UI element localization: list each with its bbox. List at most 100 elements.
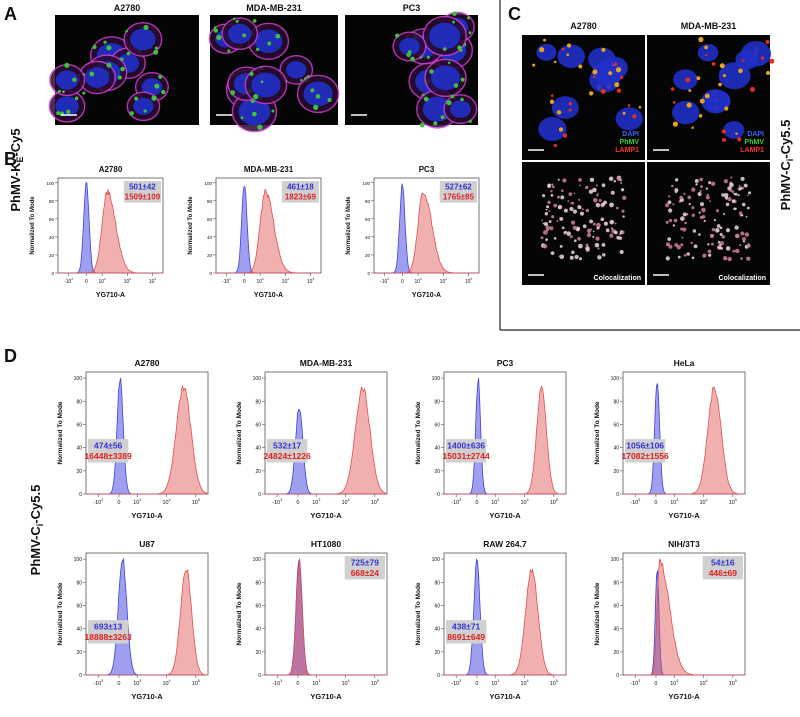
coloc-spot [600, 217, 605, 222]
nucleus [588, 47, 616, 71]
x-tick-base: 0 [654, 681, 657, 687]
coloc-spot [723, 179, 728, 184]
legend-entry: DAPI [622, 131, 639, 138]
x-tick-sup: 3 [318, 498, 320, 502]
vesicle [213, 28, 219, 33]
vesicle [467, 16, 471, 20]
y-tick-label: 100 [611, 376, 620, 382]
x-tick-label: 103 [133, 679, 141, 687]
coloc-spot [695, 183, 698, 186]
coloc-spot [706, 193, 709, 197]
coloc-spot [699, 202, 705, 207]
vesicle [704, 45, 708, 50]
coloc-spot [553, 203, 558, 208]
histogram-curve [623, 558, 745, 676]
vesicle [711, 62, 716, 66]
stats-blue: 527±62 [445, 183, 472, 192]
histogram-title: PC3 [419, 165, 435, 174]
nucleus [254, 29, 283, 54]
coloc-spot [567, 200, 570, 202]
coloc-spot [546, 205, 550, 209]
x-tick-label: 103 [312, 679, 320, 687]
x-tick-base: 0 [475, 681, 478, 687]
nucleus [141, 78, 163, 96]
x-tick-label: 104 [124, 277, 132, 285]
side-label-text: PhMV-K [8, 162, 23, 212]
x-tick-label: 104 [341, 498, 349, 506]
coloc-spot [619, 179, 622, 182]
coloc-spot [622, 195, 627, 201]
coloc-spot [697, 191, 702, 197]
coloc-spot [734, 225, 739, 230]
coloc-spot [540, 236, 544, 240]
coloc-spot [710, 242, 714, 246]
coloc-spot [585, 243, 589, 247]
x-tick-sup: 3 [229, 277, 231, 281]
vesicle [433, 121, 438, 126]
y-tick-label: 80 [613, 399, 619, 405]
vesicle [722, 74, 726, 78]
x-tick-label: 103 [491, 679, 499, 687]
coloc-spot [570, 220, 576, 225]
coloc-spot [701, 207, 706, 213]
histogram-curve [86, 568, 209, 676]
histogram-title: HT1080 [311, 539, 342, 549]
x-axis-label: YG710-A [489, 692, 521, 701]
y-tick-label: 0 [79, 673, 82, 679]
x-tick-base: -10 [93, 681, 101, 687]
x-tick-label: 105 [192, 498, 200, 506]
vesicle [685, 77, 691, 83]
coloc-spot [688, 202, 691, 206]
x-tick-label: 105 [192, 679, 200, 687]
coloc-spot [590, 228, 593, 231]
vesicle [74, 96, 79, 101]
x-tick-label: -103 [451, 498, 461, 506]
y-tick-label: 60 [76, 603, 82, 609]
legend-entry: DAPI [747, 131, 764, 138]
vesicle [719, 63, 725, 69]
vesicle [129, 111, 134, 116]
x-tick-label: -103 [272, 679, 282, 687]
coloc-spot [569, 206, 574, 212]
x-tick-base: 10 [192, 500, 198, 506]
panel-letter: C [508, 4, 521, 24]
x-tick-label: 0 [117, 681, 120, 687]
y-tick-label: 0 [258, 492, 261, 498]
y-tick-label: 20 [76, 650, 82, 656]
nucleus [557, 44, 586, 68]
x-tick-label: 0 [243, 279, 246, 285]
coloc-spot [744, 232, 750, 237]
stats-red: 8691±649 [447, 632, 485, 642]
y-tick-label: 0 [437, 673, 440, 679]
coloc-spot [586, 228, 592, 234]
vesicle [698, 114, 703, 118]
vesicle [450, 94, 455, 99]
nucleus [551, 96, 579, 120]
coloc-spot [592, 187, 597, 193]
histogram-title: A2780 [134, 358, 159, 368]
x-tick-sup: 4 [527, 679, 529, 683]
coloc-spot [563, 208, 568, 213]
vesicle [698, 36, 704, 43]
coloc-spot [609, 202, 614, 208]
x-tick-sup: 5 [312, 277, 314, 281]
y-tick-label: 20 [76, 469, 82, 475]
coloc-spot [674, 188, 679, 193]
x-axis-label: YG710-A [131, 692, 163, 701]
vesicle [143, 109, 147, 113]
x-tick-sup: 3 [104, 277, 106, 281]
y-tick-label: 0 [616, 673, 619, 679]
x-axis-label: YG710-A [96, 292, 125, 299]
coloc-spot [686, 252, 691, 256]
x-tick-sup: 5 [377, 679, 379, 683]
x-tick-sup: 3 [420, 277, 422, 281]
stats-box [446, 439, 487, 463]
vesicle [153, 49, 159, 55]
coloc-spot [541, 219, 543, 222]
y-tick-label: 60 [365, 217, 371, 222]
coloc-spot [608, 176, 614, 181]
nucleus [85, 67, 110, 88]
vesicle [553, 60, 557, 64]
vesicle [395, 33, 400, 38]
vesicle [670, 87, 675, 91]
